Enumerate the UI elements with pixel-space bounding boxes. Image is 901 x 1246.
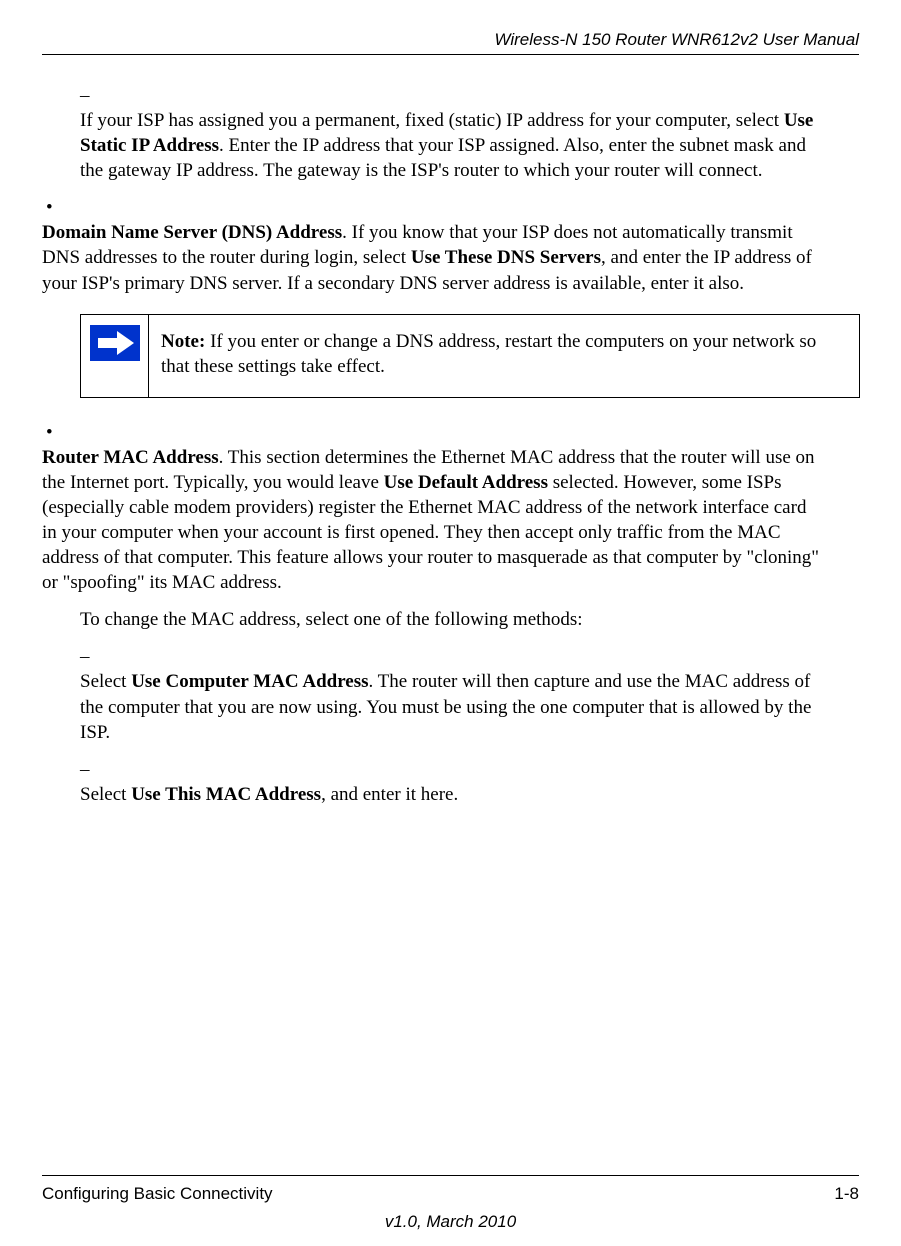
arrow-right-icon <box>90 325 140 361</box>
footer-section: Configuring Basic Connectivity <box>42 1184 273 1204</box>
mac-opt2-post: , and enter it here. <box>321 784 458 805</box>
mac-text: Router MAC Address. This section determi… <box>42 445 820 595</box>
mac-bold1: Router MAC Address <box>42 447 219 468</box>
dash-marker: – <box>80 83 108 108</box>
mac-opt1: – Select Use Computer MAC Address. The r… <box>80 644 859 744</box>
note-box: Note: If you enter or change a DNS addre… <box>80 314 860 398</box>
note-body: If you enter or change a DNS address, re… <box>161 331 816 377</box>
static-ip-text: If your ISP has assigned you a permanent… <box>80 108 830 183</box>
note-icon-cell <box>81 315 149 397</box>
mac-bold2: Use Default Address <box>384 472 548 493</box>
mac-opt2: – Select Use This MAC Address, and enter… <box>80 757 859 807</box>
mac-opt2-text: Select Use This MAC Address, and enter i… <box>80 782 830 807</box>
footer-rule <box>42 1175 859 1176</box>
mac-opt2-bold: Use This MAC Address <box>131 784 321 805</box>
static-ip-item: – If your ISP has assigned you a permane… <box>80 83 859 183</box>
dns-bold2: Use These DNS Servers <box>411 247 601 268</box>
footer-row: Configuring Basic Connectivity 1-8 <box>42 1184 859 1204</box>
footer-version: v1.0, March 2010 <box>42 1212 859 1232</box>
bullet-marker: • <box>42 195 80 220</box>
mac-item: • Router MAC Address. This section deter… <box>42 420 859 596</box>
note-text: Note: If you enter or change a DNS addre… <box>161 329 843 379</box>
mac-change-intro: To change the MAC address, select one of… <box>80 607 859 632</box>
footer: Configuring Basic Connectivity 1-8 v1.0,… <box>42 1175 859 1232</box>
bullet-marker: • <box>42 420 80 445</box>
page-content: – If your ISP has assigned you a permane… <box>42 83 859 807</box>
dash-marker: – <box>80 644 108 669</box>
dns-text: Domain Name Server (DNS) Address. If you… <box>42 220 820 295</box>
mac-opt1-bold: Use Computer MAC Address <box>131 671 368 692</box>
mac-opt1-pre: Select <box>80 671 131 692</box>
note-label: Note: <box>161 331 205 352</box>
note-text-cell: Note: If you enter or change a DNS addre… <box>149 315 859 397</box>
dns-item: • Domain Name Server (DNS) Address. If y… <box>42 195 859 295</box>
dns-bold1: Domain Name Server (DNS) Address <box>42 222 342 243</box>
footer-page: 1-8 <box>834 1184 859 1204</box>
static-ip-pre: If your ISP has assigned you a permanent… <box>80 110 784 131</box>
mac-opt2-pre: Select <box>80 784 131 805</box>
dash-marker: – <box>80 757 108 782</box>
header-rule <box>42 54 859 55</box>
mac-opt1-text: Select Use Computer MAC Address. The rou… <box>80 669 830 744</box>
header-title: Wireless-N 150 Router WNR612v2 User Manu… <box>42 30 859 50</box>
